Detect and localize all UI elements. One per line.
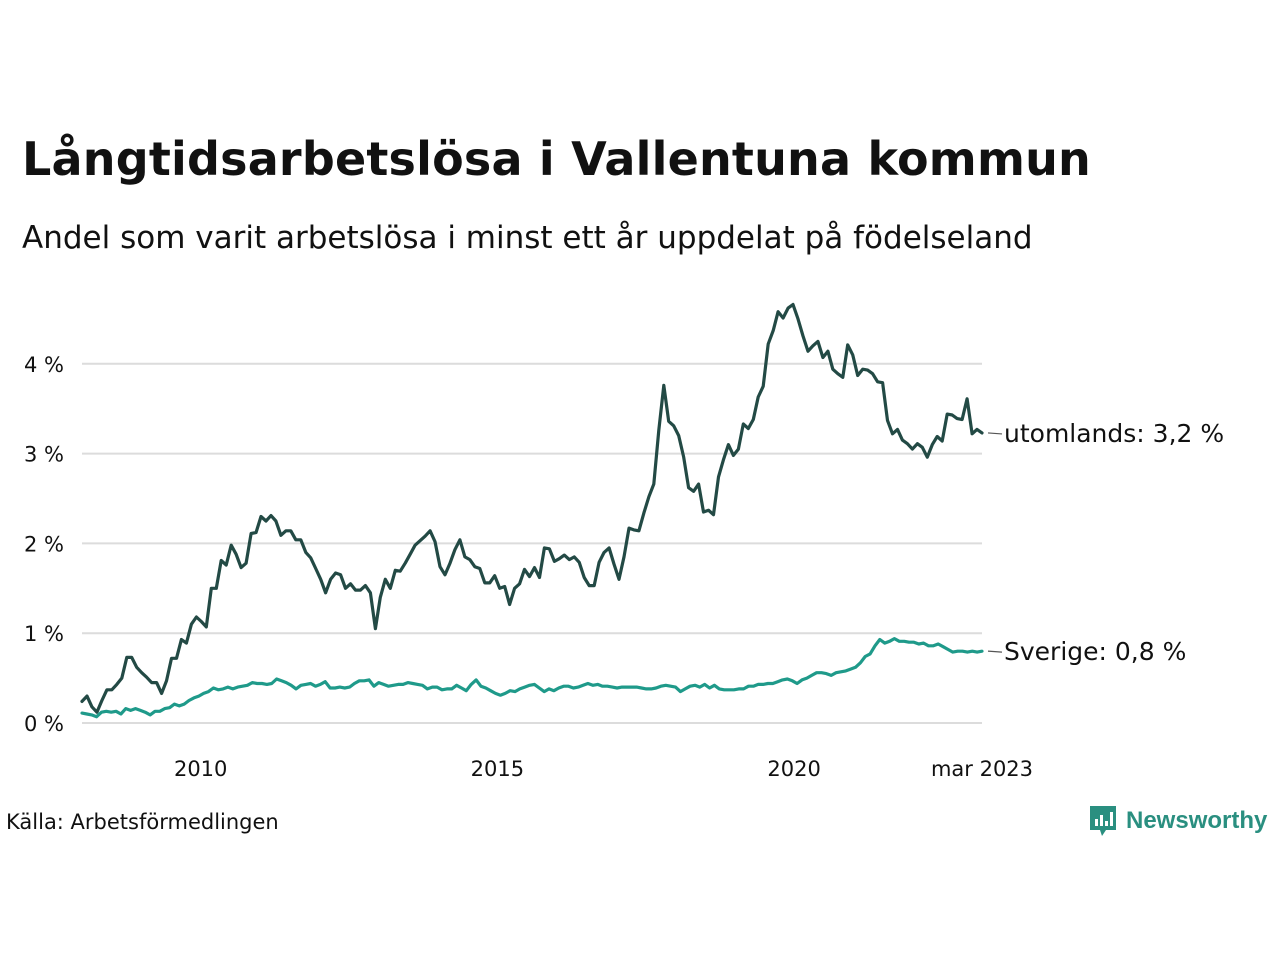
end-label-sverige: Sverige: 0,8 % — [1004, 637, 1186, 666]
x-tick-label: 2020 — [767, 757, 820, 781]
end-label-connector — [987, 650, 1003, 653]
chart-subtitle: Andel som varit arbetslösa i minst ett å… — [22, 220, 1033, 256]
series-line-sverige — [80, 636, 984, 719]
y-tick-label: 2 % — [24, 532, 64, 556]
y-tick-label: 3 % — [24, 443, 64, 467]
brand-logo: Newsworthy — [1088, 804, 1267, 838]
end-label-connector — [987, 432, 1003, 435]
x-tick-label: mar 2023 — [931, 757, 1033, 781]
y-tick-label: 0 % — [24, 712, 64, 736]
x-axis-ticks: 2010 2015 2020 mar 2023 — [174, 757, 1033, 781]
line-chart: 0 % 1 % 2 % 3 % 4 % 2010 2015 2020 mar 2023 uto… — [24, 302, 1224, 781]
x-tick-label: 2010 — [174, 757, 227, 781]
brand-name: Newsworthy — [1126, 807, 1268, 834]
x-tick-label: 2015 — [471, 757, 524, 781]
series-lines — [80, 302, 984, 719]
source-note: Källa: Arbetsförmedlingen — [6, 810, 279, 834]
end-labels: utomlands: 3,2 % Sverige: 0,8 % — [987, 419, 1224, 666]
y-axis-ticks: 0 % 1 % 2 % 3 % 4 % — [24, 353, 64, 736]
chart-title: Långtidsarbetslösa i Vallentuna kommun — [22, 132, 1091, 186]
y-tick-label: 1 % — [24, 622, 64, 646]
series-line-utomlands — [80, 302, 984, 714]
y-tick-label: 4 % — [24, 353, 64, 377]
newsworthy-logo-icon — [1090, 806, 1116, 836]
end-label-utomlands: utomlands: 3,2 % — [1004, 419, 1224, 448]
